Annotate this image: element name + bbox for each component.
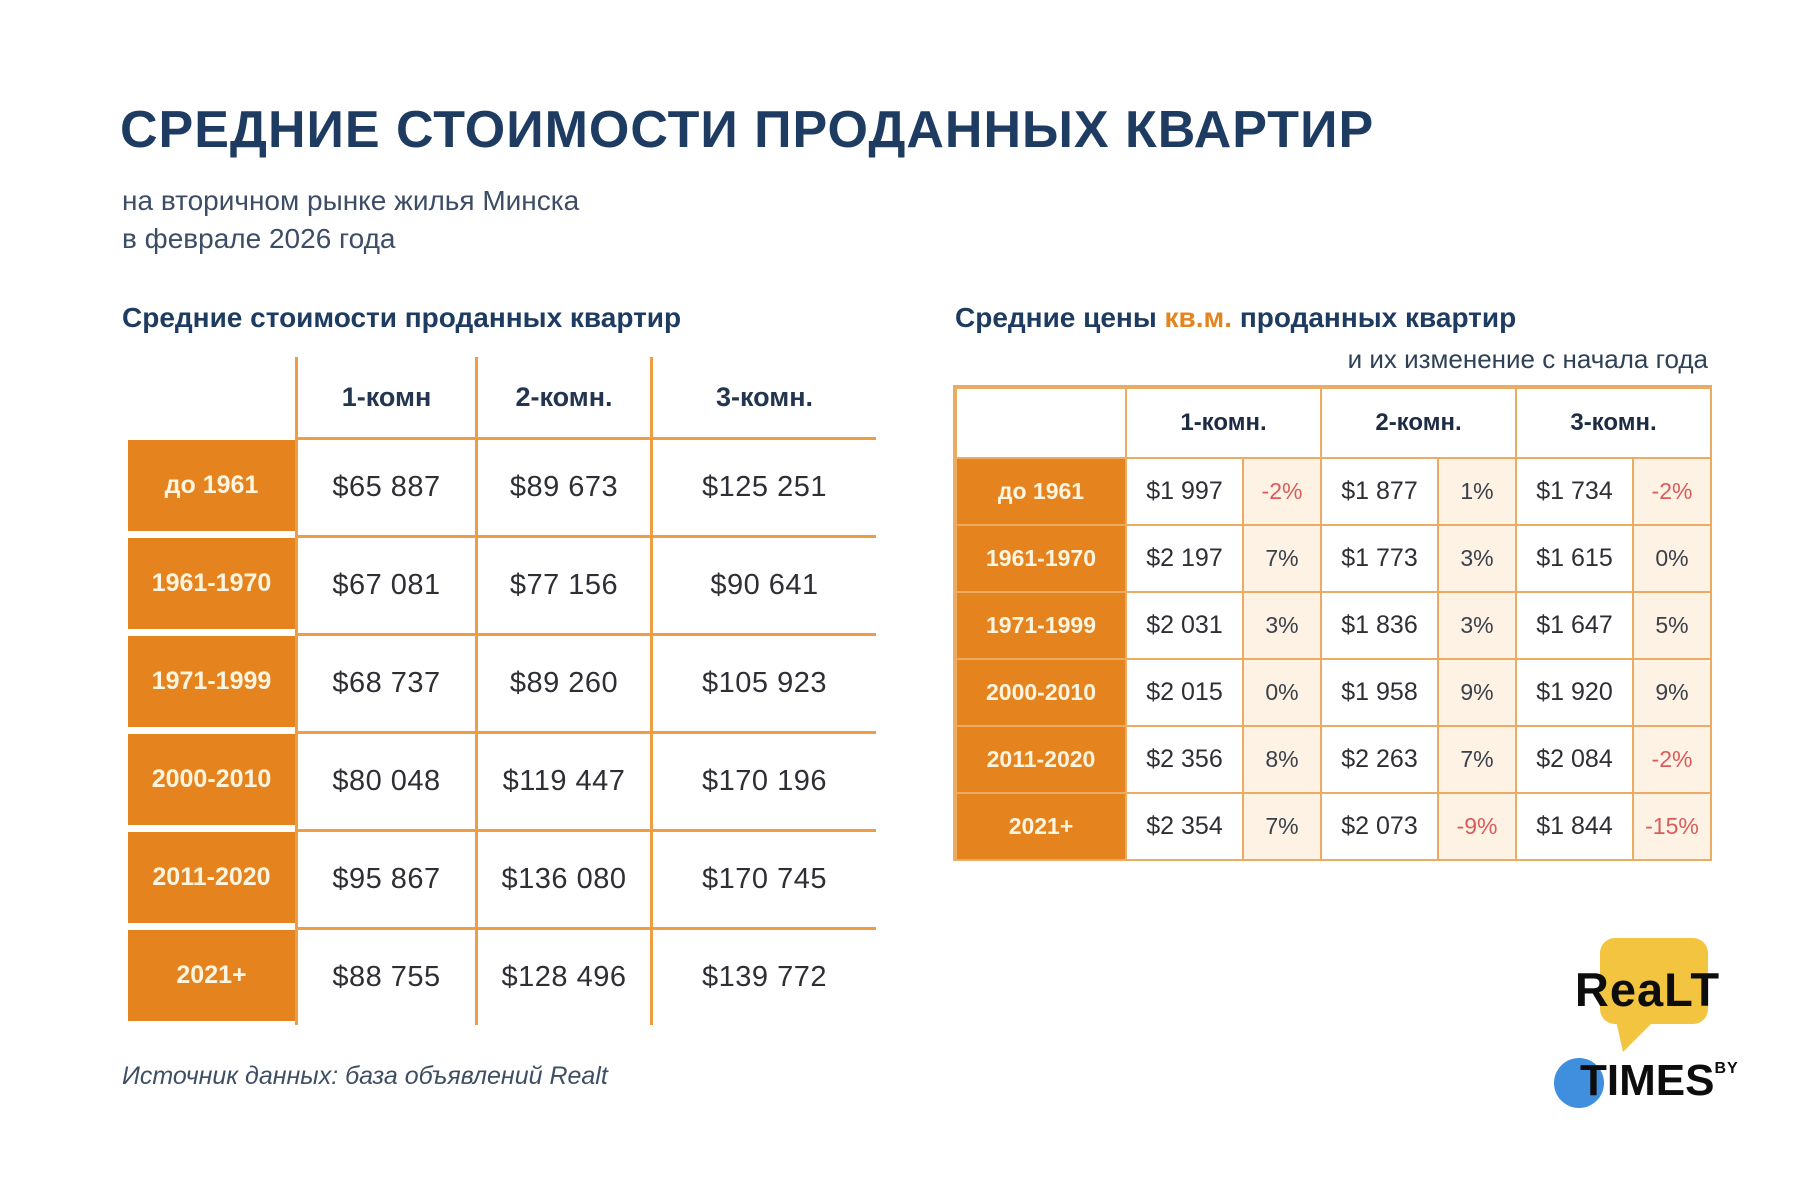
price-per-sqm-cell: $2 084 [1515,725,1632,792]
column-header: 3-комн. [1515,387,1710,457]
column-header: 2-комн. [475,357,650,437]
change-percent-cell: 9% [1632,658,1710,725]
left-table: 1-комн 2-комн. 3-комн. до 1961 $65 887 $89 67… [128,357,876,1025]
price-per-sqm-cell: $2 015 [1125,658,1242,725]
times-by-suffix: BY [1714,1060,1739,1077]
price-cell: $77 156 [475,535,650,633]
price-cell: $125 251 [650,437,876,535]
realt-logo: ReaLT [1555,926,1740,1054]
times-logo: TIMESBY [1548,1048,1748,1118]
realt-logo-text: ReaLT [1574,963,1721,1016]
price-per-sqm-cell: $1 877 [1320,457,1437,524]
price-per-sqm-cell: $1 958 [1320,658,1437,725]
row-header-cell: до 1961 [955,457,1125,524]
change-percent-cell: -2% [1632,725,1710,792]
subtitle-line-2: в феврале 2026 года [122,223,396,254]
price-cell: $136 080 [475,829,650,927]
price-per-sqm-cell: $1 920 [1515,658,1632,725]
right-table: 1-комн. 2-комн. 3-комн. до 1961 $1 997 -2% $1 … [953,385,1712,861]
row-header-cell: 2000-2010 [128,734,295,825]
page-title: СРЕДНИЕ СТОИМОСТИ ПРОДАННЫХ КВАРТИР [120,101,1375,159]
right-title-prefix: Средние цены [955,302,1165,333]
page-subtitle: на вторичном рынке жилья Минска в феврал… [122,182,579,258]
price-cell: $170 745 [650,829,876,927]
right-title-suffix: проданных квартир [1232,302,1517,333]
price-per-sqm-cell: $2 073 [1320,792,1437,859]
column-header: 2-комн. [1320,387,1515,457]
change-percent-cell: -15% [1632,792,1710,859]
price-cell: $139 772 [650,927,876,1025]
kvm-highlight: кв.м. [1164,302,1233,333]
column-header: 1-комн [295,357,475,437]
change-percent-cell: 5% [1632,591,1710,658]
change-percent-cell: 7% [1242,792,1320,859]
price-per-sqm-cell: $2 197 [1125,524,1242,591]
table-corner-cell [955,387,1125,457]
price-cell: $90 641 [650,535,876,633]
left-section-title: Средние стоимости проданных квартир [122,302,682,333]
price-per-sqm-cell: $1 734 [1515,457,1632,524]
price-cell: $89 673 [475,437,650,535]
price-per-sqm-cell: $1 844 [1515,792,1632,859]
price-cell: $88 755 [295,927,475,1025]
change-percent-cell: 0% [1242,658,1320,725]
times-logo-text: TIMESBY [1580,1056,1739,1106]
row-header-cell: 2011-2020 [955,725,1125,792]
price-cell: $119 447 [475,731,650,829]
price-cell: $67 081 [295,535,475,633]
price-per-sqm-cell: $2 356 [1125,725,1242,792]
price-cell: $128 496 [475,927,650,1025]
price-per-sqm-cell: $2 031 [1125,591,1242,658]
price-cell: $170 196 [650,731,876,829]
change-percent-cell: 3% [1242,591,1320,658]
row-header-cell: 1971-1999 [128,636,295,727]
change-percent-cell: -2% [1242,457,1320,524]
price-cell: $68 737 [295,633,475,731]
change-percent-cell: 0% [1632,524,1710,591]
right-section-title: Средние цены кв.м. проданных квартир [955,302,1516,334]
times-word: TIMES [1580,1056,1715,1105]
price-cell: $95 867 [295,829,475,927]
price-cell: $65 887 [295,437,475,535]
times-circle-icon [1554,1058,1604,1108]
realt-speech-bubble-icon [1600,938,1708,1052]
price-cell: $89 260 [475,633,650,731]
column-header: 3-комн. [650,357,876,437]
price-cell: $105 923 [650,633,876,731]
change-percent-cell: 9% [1437,658,1515,725]
price-per-sqm-cell: $1 773 [1320,524,1437,591]
column-header: 1-комн. [1125,387,1320,457]
table-corner-cell [128,357,295,437]
change-percent-cell: 3% [1437,524,1515,591]
price-per-sqm-cell: $1 615 [1515,524,1632,591]
row-header-cell: 1961-1970 [128,538,295,629]
price-per-sqm-cell: $1 836 [1320,591,1437,658]
price-per-sqm-cell: $2 263 [1320,725,1437,792]
price-per-sqm-cell: $1 647 [1515,591,1632,658]
row-header-cell: до 1961 [128,440,295,531]
right-section-subtitle: и их изменение с начала года [1347,344,1708,374]
change-percent-cell: 3% [1437,591,1515,658]
row-header-cell: 2021+ [128,930,295,1021]
row-header-cell: 1961-1970 [955,524,1125,591]
change-percent-cell: 1% [1437,457,1515,524]
change-percent-cell: 7% [1242,524,1320,591]
source-note: Источник данных: база объявлений Realt [122,1062,608,1090]
change-percent-cell: 7% [1437,725,1515,792]
row-header-cell: 1971-1999 [955,591,1125,658]
row-header-cell: 2000-2010 [955,658,1125,725]
change-percent-cell: -9% [1437,792,1515,859]
price-per-sqm-cell: $1 997 [1125,457,1242,524]
change-percent-cell: -2% [1632,457,1710,524]
change-percent-cell: 8% [1242,725,1320,792]
row-header-cell: 2011-2020 [128,832,295,923]
row-header-cell: 2021+ [955,792,1125,859]
price-cell: $80 048 [295,731,475,829]
subtitle-line-1: на вторичном рынке жилья Минска [122,185,580,216]
price-per-sqm-cell: $2 354 [1125,792,1242,859]
